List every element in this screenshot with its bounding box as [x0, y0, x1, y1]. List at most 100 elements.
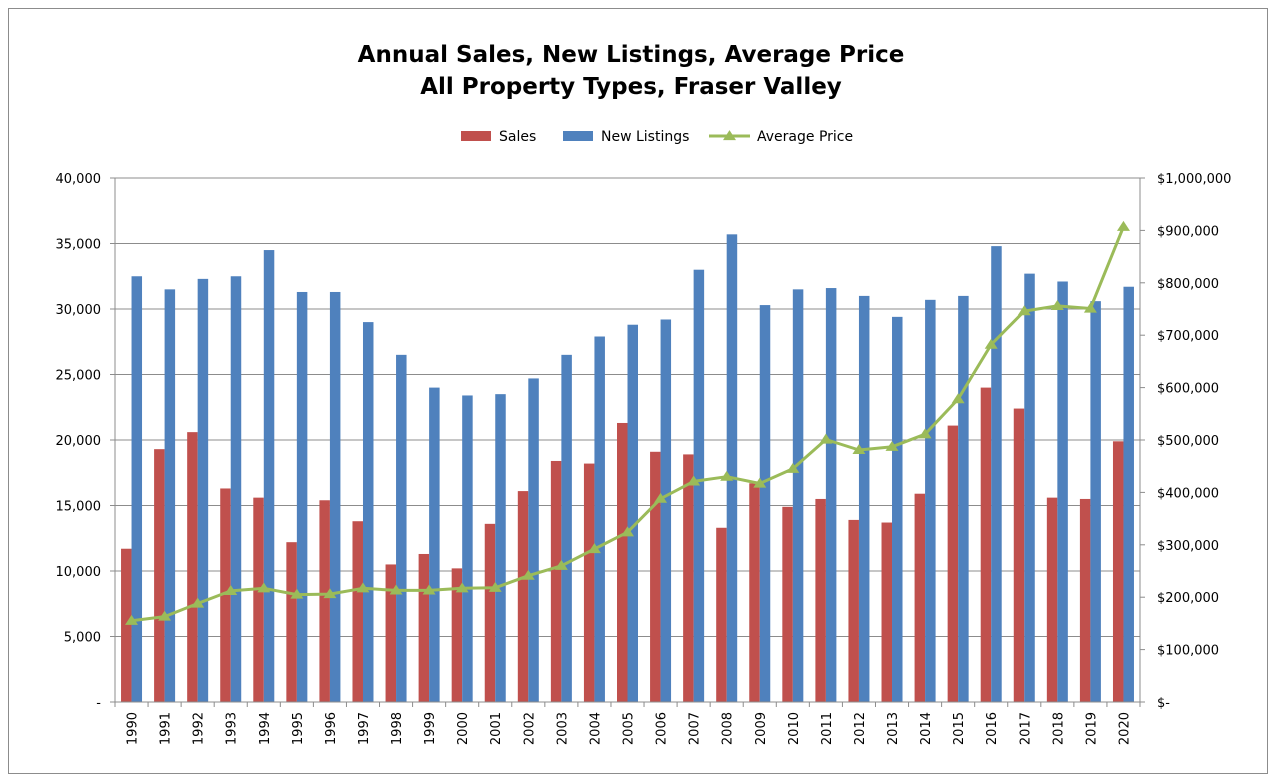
sales-bar	[319, 500, 330, 702]
sales-bar	[716, 528, 727, 702]
new-listings-bar	[1123, 287, 1134, 702]
x-axis-tick-label: 2013	[886, 712, 901, 745]
right-axis-tick-label: $900,000	[1157, 224, 1219, 239]
sales-bar	[518, 491, 529, 702]
right-axis-tick-label: $200,000	[1157, 591, 1219, 606]
sales-bar	[948, 426, 959, 702]
sales-bar	[253, 498, 264, 702]
new-listings-bar	[1090, 301, 1101, 702]
x-axis-tick-label: 1991	[159, 712, 174, 745]
sales-bar	[485, 524, 496, 702]
legend-average-price-label: Average Price	[757, 129, 853, 145]
new-listings-bar	[594, 337, 605, 702]
right-axis-tick-label: $-	[1157, 696, 1170, 711]
sales-bar	[683, 454, 694, 702]
x-axis-tick-label: 2016	[985, 712, 1000, 745]
x-axis-tick-label: 1996	[324, 712, 339, 745]
x-axis-tick-label: 2007	[688, 712, 703, 745]
sales-bar	[848, 520, 859, 702]
legend-sales-label: Sales	[499, 129, 536, 145]
legend-new-listings-label: New Listings	[601, 129, 689, 145]
sales-bar	[419, 554, 430, 702]
right-axis-tick-label: $300,000	[1157, 539, 1219, 554]
new-listings-bar	[958, 296, 969, 702]
sales-bar	[1014, 409, 1025, 702]
sales-bar	[650, 452, 661, 702]
new-listings-bar	[628, 325, 639, 702]
new-listings-bar	[198, 279, 209, 702]
x-axis-tick-label: 2003	[555, 712, 570, 745]
new-listings-bar	[165, 289, 176, 702]
new-listings-bar	[231, 276, 242, 702]
x-axis-tick-label: 2020	[1117, 712, 1132, 745]
new-listings-bar	[760, 305, 771, 702]
new-listings-bar	[264, 250, 275, 702]
x-axis-tick-label: 1997	[357, 712, 372, 745]
right-axis-tick-label: $500,000	[1157, 434, 1219, 449]
new-listings-bar	[561, 355, 572, 702]
right-axis-tick-label: $800,000	[1157, 277, 1219, 292]
x-axis-tick-label: 2002	[522, 712, 537, 745]
left-axis-tick-label: 40,000	[56, 172, 102, 187]
sales-bar	[882, 523, 893, 702]
x-axis-tick-label: 2009	[754, 712, 769, 745]
new-listings-bar	[859, 296, 870, 702]
sales-bar	[915, 494, 926, 702]
x-axis-tick-label: 2000	[456, 712, 471, 745]
new-listings-bar	[363, 322, 374, 702]
right-axis-tick-label: $1,000,000	[1157, 172, 1231, 187]
x-axis-tick-label: 2017	[1018, 712, 1033, 745]
left-axis-tick-label: -	[96, 696, 101, 711]
sales-bar	[154, 449, 165, 702]
left-axis-tick-label: 10,000	[56, 565, 102, 580]
sales-bar	[187, 432, 198, 702]
new-listings-bar	[462, 395, 473, 702]
sales-bar	[386, 564, 397, 702]
x-axis-tick-label: 2004	[588, 712, 603, 745]
legend-sales-swatch	[461, 131, 491, 141]
legend: Sales New Listings Average Price	[461, 129, 853, 145]
legend-new-listings-swatch	[563, 131, 593, 141]
legend-sales: Sales	[461, 129, 536, 145]
sales-bar	[551, 461, 562, 702]
x-axis-tick-label: 1990	[126, 712, 141, 745]
new-listings-bar	[330, 292, 341, 702]
left-axis-tick-label: 5,000	[64, 631, 101, 646]
left-axis-tick-label: 15,000	[56, 500, 102, 515]
new-listings-bar	[528, 378, 539, 702]
new-listings-bar	[727, 234, 738, 702]
sales-bar	[749, 483, 760, 702]
x-axis-tick-label: 2018	[1051, 712, 1066, 745]
x-axis-tick-label: 1992	[192, 712, 207, 745]
new-listings-bar	[297, 292, 308, 702]
x-axis-tick-label: 2006	[655, 712, 670, 745]
x-axis-tick-label: 2015	[952, 712, 967, 745]
left-axis-tick-label: 30,000	[56, 303, 102, 318]
x-axis-tick-label: 2008	[721, 712, 736, 745]
new-listings-bar	[793, 289, 804, 702]
new-listings-bar	[661, 319, 672, 702]
x-axis-tick-label: 1995	[291, 712, 306, 745]
right-axis-tick-label: $100,000	[1157, 644, 1219, 659]
legend-new-listings: New Listings	[563, 129, 689, 145]
left-axis-tick-label: 20,000	[56, 434, 102, 449]
sales-bar	[1113, 441, 1124, 702]
new-listings-bar	[1057, 281, 1068, 702]
x-axis-tick-label: 1993	[225, 712, 240, 745]
sales-bar	[286, 542, 297, 702]
x-axis-tick-label: 2005	[622, 712, 637, 745]
x-axis-tick-label: 2001	[489, 712, 504, 745]
new-listings-bar	[429, 388, 440, 702]
new-listings-bar	[495, 394, 506, 702]
sales-bar	[617, 423, 628, 702]
x-axis-tick-label: 1994	[258, 712, 273, 745]
sales-bar	[981, 388, 992, 702]
new-listings-bar	[925, 300, 936, 702]
left-axis-tick-label: 25,000	[56, 369, 102, 384]
sales-bar	[1080, 499, 1091, 702]
right-axis-tick-label: $700,000	[1157, 329, 1219, 344]
new-listings-bar	[694, 270, 705, 702]
sales-bar	[782, 507, 793, 702]
sales-bar	[121, 549, 132, 702]
new-listings-bar	[396, 355, 407, 702]
